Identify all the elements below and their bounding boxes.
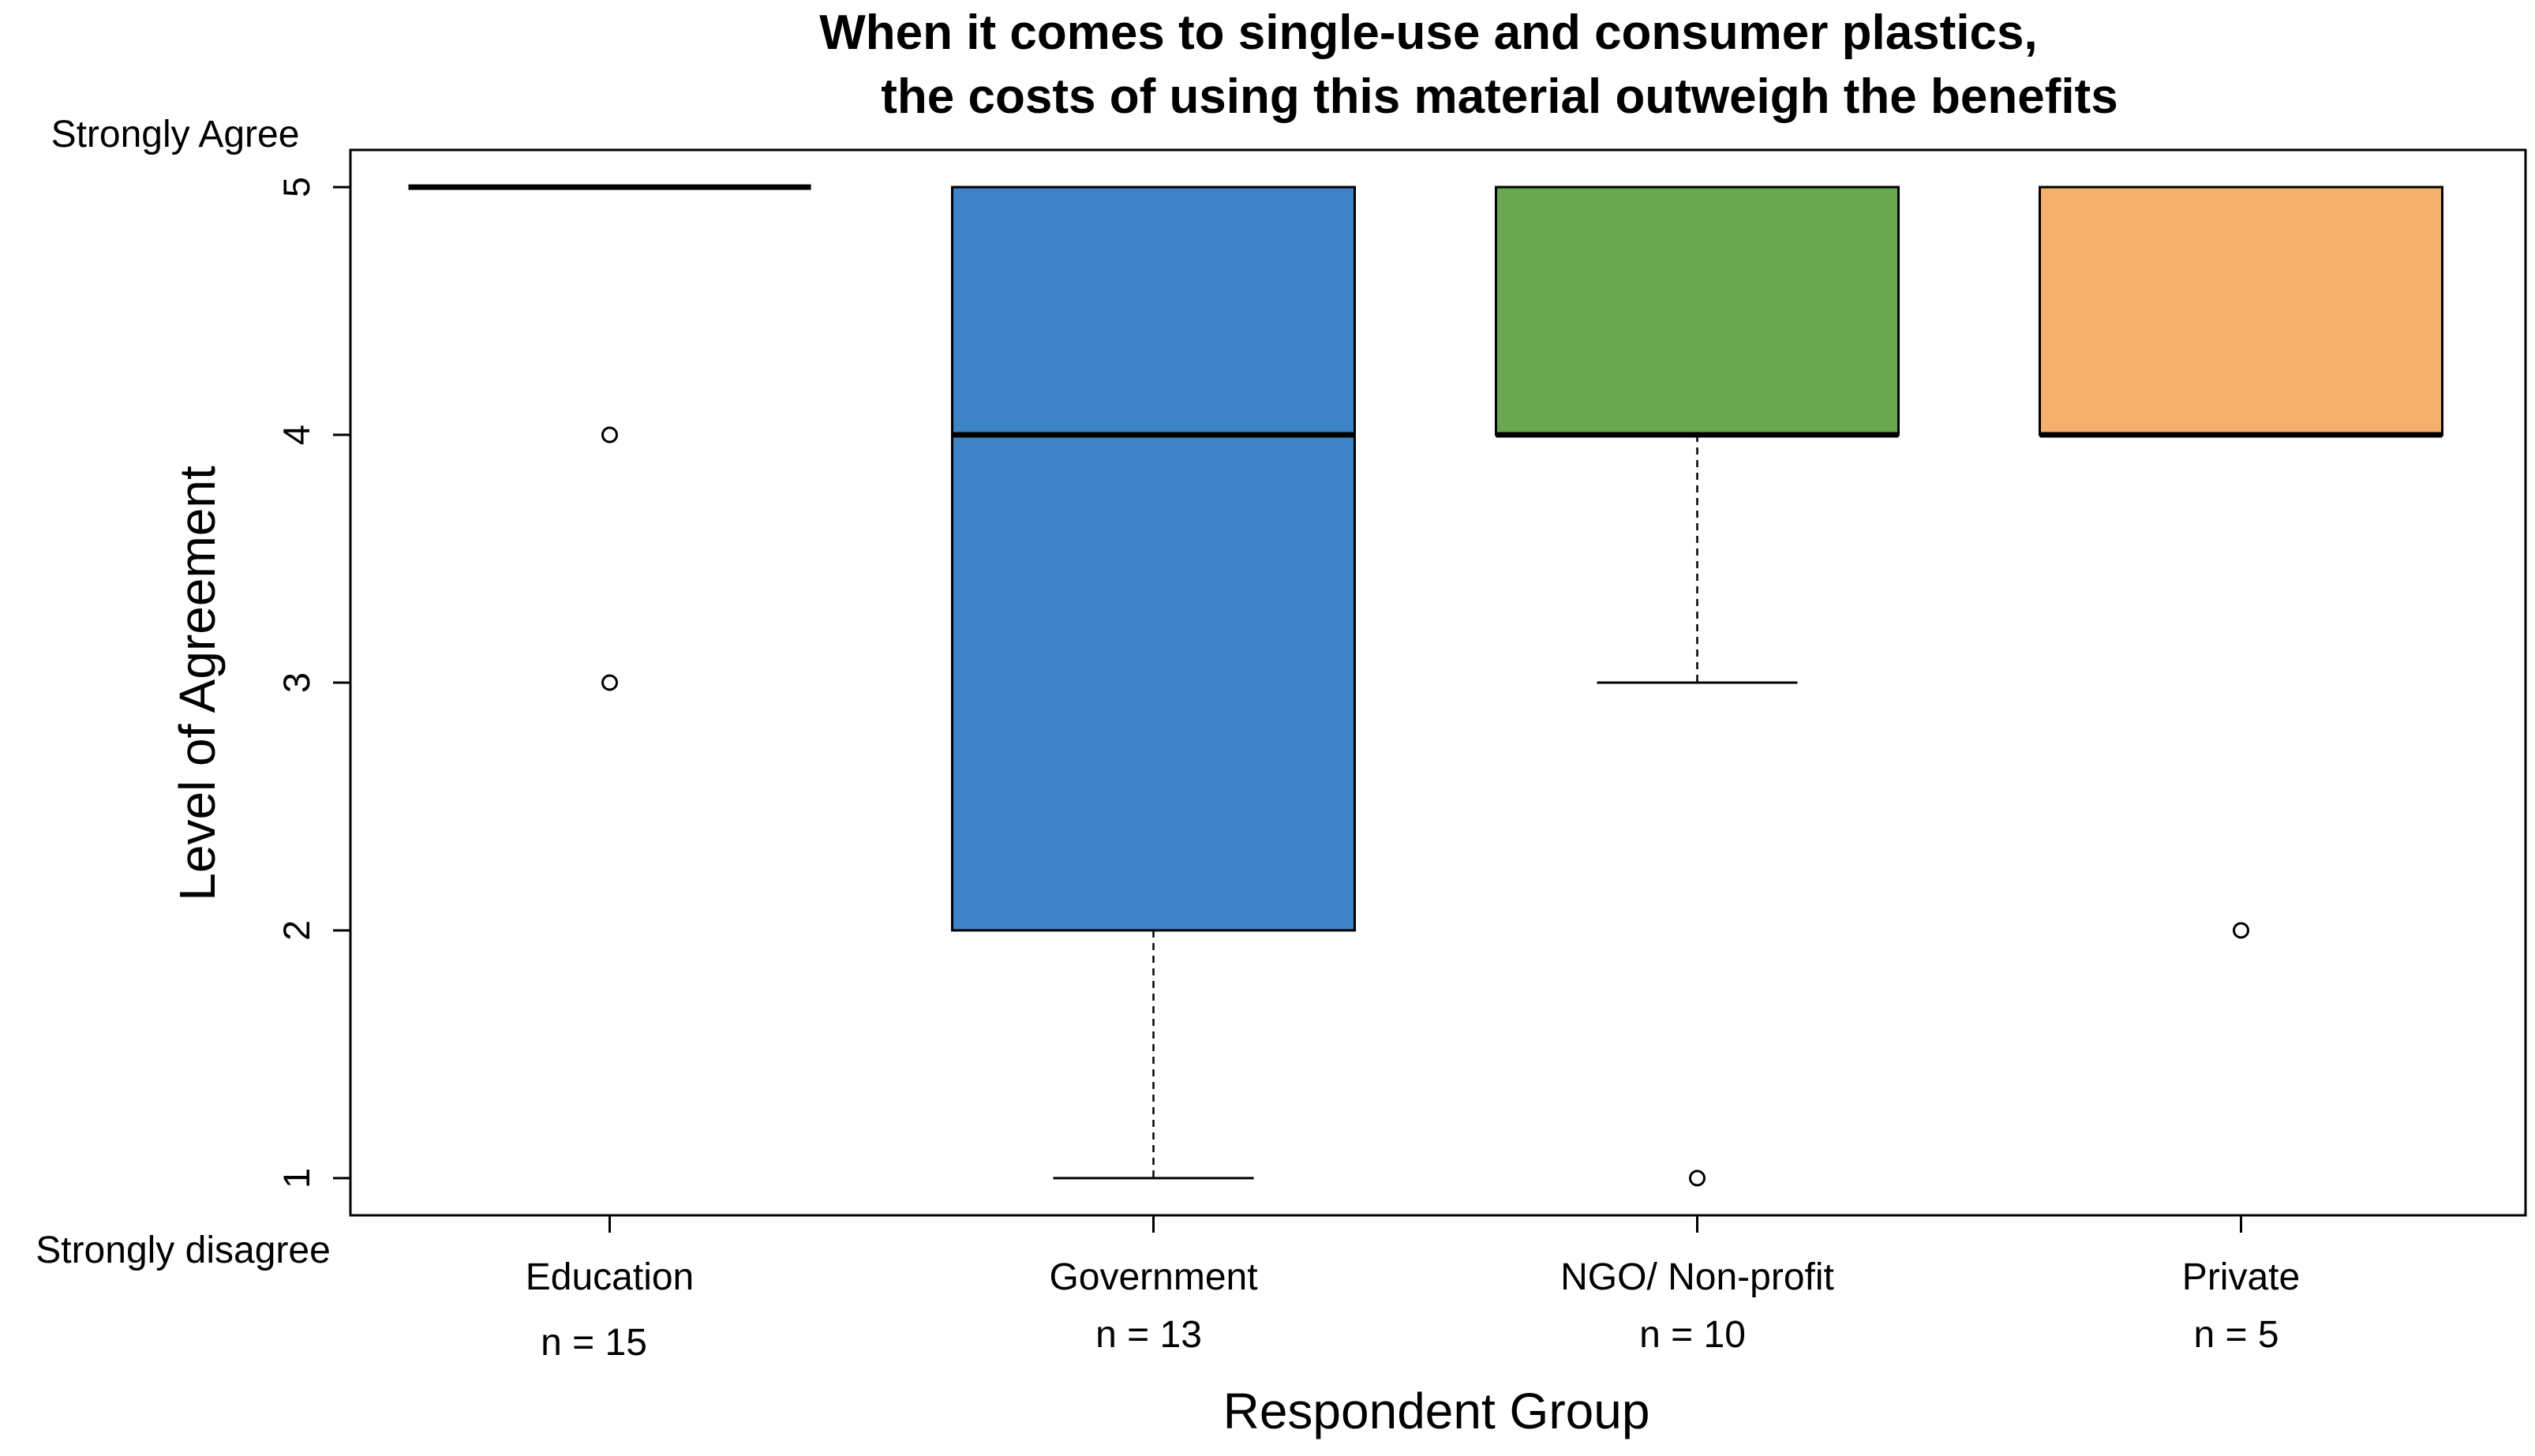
- outlier-point: [601, 674, 618, 691]
- y-anchor-strongly-agree: Strongly Agree: [51, 114, 300, 155]
- chart-title-line-2: the costs of using this material outweig…: [881, 69, 2117, 124]
- box-iqr: [1495, 185, 1900, 436]
- y-tick-label: 1: [275, 1168, 317, 1188]
- outlier-point: [1689, 1170, 1706, 1187]
- box-iqr: [2039, 185, 2443, 436]
- box-group: [2039, 185, 2443, 939]
- y-anchor-strongly-disagree: Strongly disagree: [36, 1230, 331, 1271]
- y-tick-label: 3: [275, 672, 317, 693]
- outlier-point: [601, 426, 618, 444]
- x-tick-label: NGO/ Non-profit: [1560, 1256, 1834, 1298]
- box-group: [408, 184, 811, 691]
- outlier-point: [2233, 922, 2249, 939]
- boxes: [408, 184, 2443, 1187]
- chart-title-line-1: When it comes to single-use and consumer…: [819, 6, 2037, 60]
- chart-title: When it comes to single-use and consumer…: [819, 6, 2117, 124]
- n-count-label: n = 5: [2193, 1314, 2279, 1356]
- n-count-label: n = 10: [1639, 1314, 1746, 1356]
- x-tick-label: Education: [526, 1256, 695, 1298]
- y-tick-label: 2: [275, 920, 317, 941]
- box-iqr: [951, 185, 1356, 932]
- x-tick-label: Government: [1049, 1256, 1257, 1298]
- y-axis-label: Level of Agreement: [169, 466, 226, 901]
- box-group: [1495, 185, 1900, 1187]
- n-count-label: n = 13: [1095, 1314, 1202, 1356]
- x-tick-label: Private: [2182, 1256, 2300, 1298]
- box-group: [951, 185, 1356, 1180]
- x-axis: Education n = 15 Government n = 13 NGO/ Non-…: [526, 1214, 2300, 1364]
- y-tick-label: 4: [275, 425, 317, 445]
- n-count-label: n = 15: [541, 1322, 647, 1364]
- y-tick-label: 5: [275, 177, 317, 197]
- x-axis-label: Respondent Group: [1223, 1383, 1650, 1439]
- y-axis: 1 2 3 4 5: [275, 177, 352, 1188]
